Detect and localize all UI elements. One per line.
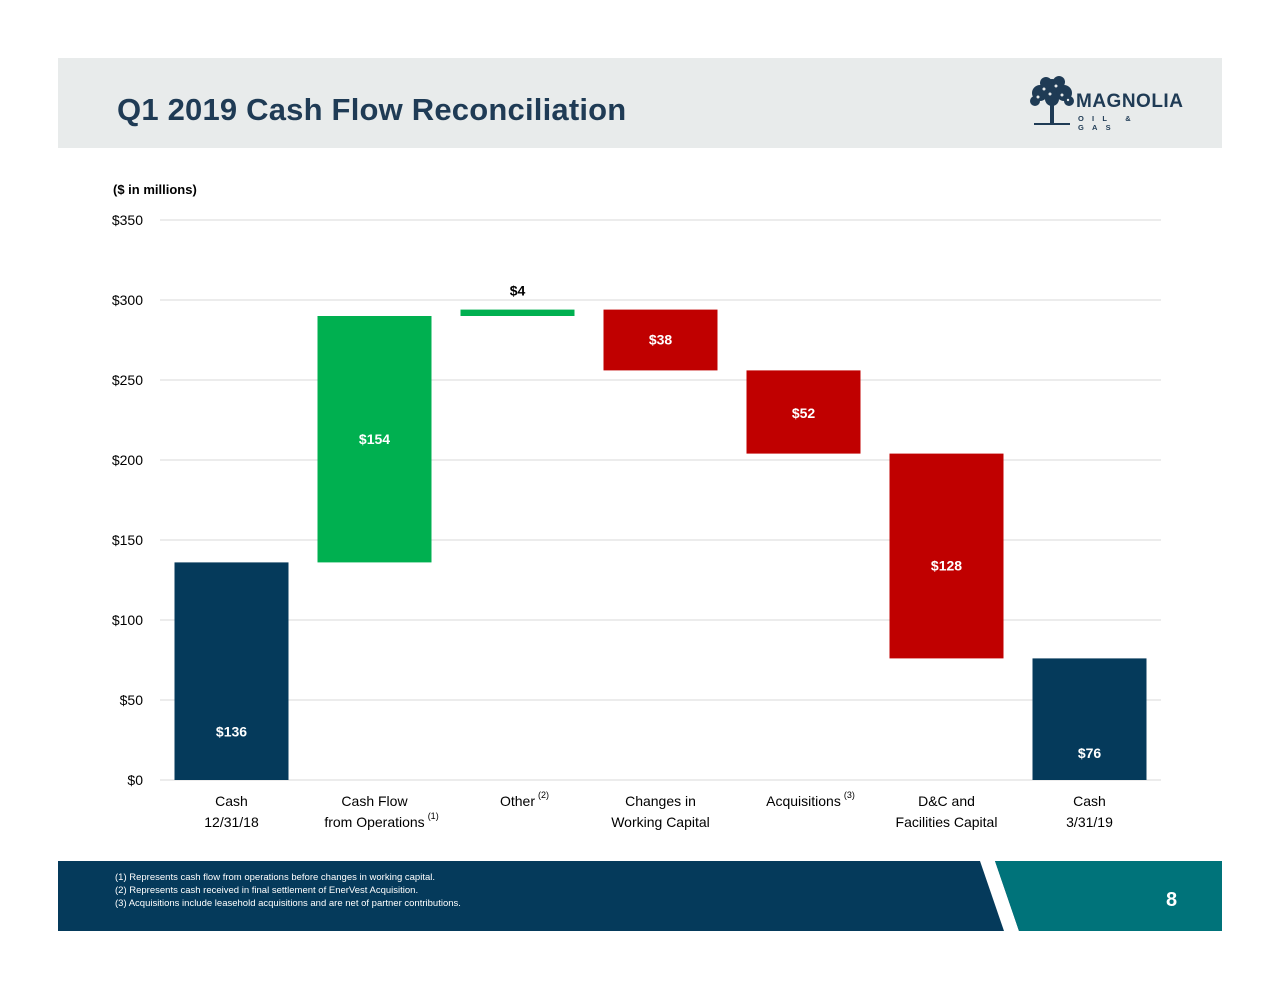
- y-tick-label: $100: [112, 612, 143, 628]
- footnote-2: (2) Represents cash received in final se…: [115, 885, 419, 896]
- data-label: $52: [792, 405, 816, 421]
- y-tick-label: $350: [112, 212, 143, 228]
- bar-decrease: [603, 309, 718, 371]
- category-label: Cash: [215, 793, 248, 809]
- bar-total: [1032, 658, 1147, 780]
- company-logo: MAGNOLIA OIL & GAS: [1026, 74, 1186, 134]
- category-label: Cash Flow: [341, 793, 408, 809]
- data-label: $38: [649, 331, 673, 347]
- y-tick-label: $50: [120, 692, 144, 708]
- page-number: 8: [1166, 889, 1178, 911]
- data-label: $76: [1078, 745, 1102, 761]
- footer-accent: [980, 861, 1222, 931]
- y-tick-label: $200: [112, 452, 143, 468]
- bar-increase: [317, 316, 432, 563]
- category-label: D&C and: [918, 793, 975, 809]
- bar-increase: [460, 309, 575, 316]
- data-label: $136: [216, 723, 247, 739]
- bar-decrease: [889, 453, 1004, 659]
- category-label: Other: [500, 793, 535, 809]
- bar-decrease: [746, 370, 861, 454]
- category-label-line2: Working Capital: [611, 814, 710, 830]
- waterfall-chart: $0 $50 $100 $150 $200 $250 $300 $350 $136 $154 $4 $…: [112, 212, 1161, 830]
- slide: Q1 2019 Cash Flow Reconciliation: [58, 58, 1222, 931]
- category-label-line2: 3/31/19: [1066, 814, 1113, 830]
- footnote-3: (3) Acquisitions include leasehold acqui…: [115, 898, 461, 909]
- category-label: Acquisitions: [766, 793, 841, 809]
- page-title: Q1 2019 Cash Flow Reconciliation: [117, 92, 627, 127]
- category-label-line2: Facilities Capital: [896, 814, 998, 830]
- y-tick-label: $0: [127, 772, 143, 788]
- footnotes: (1) Represents cash flow from operations…: [115, 871, 461, 910]
- units-label: ($ in millions): [113, 182, 197, 197]
- logo-text: MAGNOLIA: [1076, 91, 1184, 112]
- header-band: Q1 2019 Cash Flow Reconciliation: [58, 58, 1222, 148]
- bar-total: [174, 562, 289, 780]
- category-label: Cash: [1073, 793, 1106, 809]
- category-label-line2: 12/31/18: [204, 814, 259, 830]
- footer-band: (1) Represents cash flow from operations…: [58, 861, 1222, 931]
- footnote-marker: (2): [538, 790, 549, 800]
- y-tick-label: $150: [112, 532, 143, 548]
- y-tick-label: $300: [112, 292, 143, 308]
- category-label-line2: from Operations: [324, 814, 424, 830]
- category-label: Changes in: [625, 793, 696, 809]
- y-tick-label: $250: [112, 372, 143, 388]
- footnote-marker: (3): [844, 790, 855, 800]
- tree-icon: [1030, 76, 1074, 125]
- data-label: $154: [359, 431, 390, 447]
- footnote-1: (1) Represents cash flow from operations…: [115, 872, 435, 883]
- data-label: $4: [510, 283, 526, 299]
- data-label: $128: [931, 557, 962, 573]
- logo-subtext: OIL & GAS: [1078, 114, 1139, 132]
- footnote-marker: (1): [428, 811, 439, 821]
